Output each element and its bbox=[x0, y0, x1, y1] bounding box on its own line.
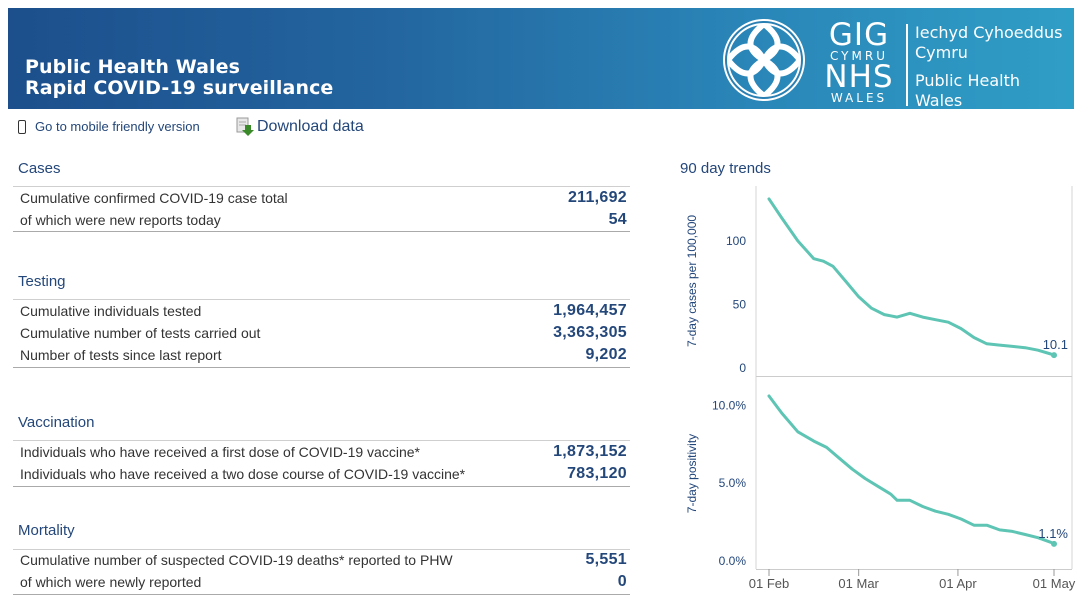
end-value-label: 1.1% bbox=[1038, 526, 1068, 541]
end-value-label: 10.1 bbox=[1043, 337, 1068, 352]
series-line bbox=[767, 197, 1056, 357]
y-tick-label: 0.0% bbox=[719, 554, 747, 568]
stat-label: of which were new reports today bbox=[20, 212, 221, 228]
stat-value: 3,363,305 bbox=[553, 324, 627, 341]
x-tick-label: 01 May bbox=[1033, 576, 1076, 591]
logo-welsh-line2: Cymru bbox=[915, 43, 968, 62]
stat-row-new-cases: of which were new reports today 54 bbox=[20, 211, 630, 233]
stat-value: 5,551 bbox=[585, 551, 627, 568]
download-data-label: Download data bbox=[257, 118, 364, 135]
testing-heading: Testing bbox=[18, 273, 66, 290]
stat-label: of which were newly reported bbox=[20, 574, 202, 590]
stat-row-cumulative-deaths: Cumulative number of suspected COVID-19 … bbox=[20, 551, 630, 573]
mortality-top-rule bbox=[13, 549, 630, 550]
series-line bbox=[767, 394, 1056, 546]
x-tick-label: 01 Feb bbox=[749, 576, 789, 591]
trend-charts-svg: 0 50 100 7-day cases per 100,000 10.1 0.0% 5.0… bbox=[685, 186, 1076, 591]
page-header: Public Health Wales Rapid COVID-19 surve… bbox=[8, 8, 1074, 111]
vaccination-heading: Vaccination bbox=[18, 414, 95, 431]
stat-value: 0 bbox=[617, 573, 627, 590]
logo-divider bbox=[906, 24, 908, 106]
mobile-version-link[interactable]: Go to mobile friendly version bbox=[18, 119, 200, 134]
stat-value: 1,964,457 bbox=[553, 302, 627, 319]
logo-wales-text: WALES bbox=[830, 91, 888, 105]
trend-charts: 0 50 100 7-day cases per 100,000 10.1 0.0% 5.0… bbox=[676, 186, 1076, 607]
y-axis-label: 7-day cases per 100,000 bbox=[685, 215, 699, 347]
mortality-heading: Mortality bbox=[18, 522, 75, 539]
logo-welsh-name: Iechyd Cyhoeddus Cymru bbox=[915, 23, 1062, 63]
y-tick-label: 10.0% bbox=[712, 398, 746, 412]
stat-row-first-dose: Individuals who have received a first do… bbox=[20, 443, 630, 465]
stat-row-new-deaths: of which were newly reported 0 bbox=[20, 573, 630, 595]
stat-row-cumulative-cases: Cumulative confirmed COVID-19 case total… bbox=[20, 189, 630, 211]
stat-value: 1,873,152 bbox=[553, 443, 627, 460]
logo-gig-text: GIG bbox=[828, 17, 890, 53]
mobile-version-label: Go to mobile friendly version bbox=[35, 119, 200, 134]
testing-bottom-rule bbox=[13, 367, 630, 368]
y-tick-label: 5.0% bbox=[719, 476, 747, 490]
x-tick-label: 01 Mar bbox=[838, 576, 879, 591]
logo-english-line2: Wales bbox=[915, 91, 963, 110]
stat-label: Cumulative number of tests carried out bbox=[20, 325, 261, 341]
logo-nhs-text: NHS bbox=[824, 59, 894, 95]
end-point-marker bbox=[1051, 352, 1057, 359]
logo-english-line1: Public Health bbox=[915, 71, 1020, 90]
nhs-wales-logo: GIG CYMRU NHS WALES bbox=[822, 17, 896, 105]
cases-top-rule bbox=[13, 186, 630, 187]
testing-top-rule bbox=[13, 299, 630, 300]
stat-value: 54 bbox=[608, 211, 627, 228]
stat-value: 783,120 bbox=[567, 465, 627, 482]
stat-row-individuals-tested: Cumulative individuals tested 1,964,457 bbox=[20, 302, 630, 324]
logo-welsh-line1: Iechyd Cyhoeddus bbox=[915, 23, 1063, 42]
stat-value: 9,202 bbox=[585, 346, 627, 363]
stat-label: Cumulative individuals tested bbox=[20, 303, 202, 319]
x-tick-label: 01 Apr bbox=[939, 576, 977, 591]
stat-label: Cumulative number of suspected COVID-19 … bbox=[20, 552, 453, 568]
y-tick-label: 100 bbox=[726, 234, 746, 248]
stat-label: Number of tests since last report bbox=[20, 347, 222, 363]
mortality-bottom-rule bbox=[13, 594, 630, 595]
mobile-phone-icon bbox=[18, 119, 26, 134]
stat-label: Individuals who have received a two dose… bbox=[20, 466, 466, 482]
cases-heading: Cases bbox=[18, 160, 61, 177]
stat-row-tests-carried-out: Cumulative number of tests carried out 3… bbox=[20, 324, 630, 346]
cases-bottom-rule bbox=[13, 231, 630, 232]
vaccination-bottom-rule bbox=[13, 486, 630, 487]
y-tick-label: 0 bbox=[739, 361, 746, 375]
stat-row-tests-since-last-report: Number of tests since last report 9,202 bbox=[20, 346, 630, 368]
logo-english-name: Public Health Wales bbox=[915, 71, 1020, 111]
vaccination-top-rule bbox=[13, 440, 630, 441]
page-title: Public Health Wales bbox=[25, 56, 241, 78]
celtic-knot-logo-icon bbox=[723, 19, 805, 101]
download-data-link[interactable]: Download data bbox=[236, 117, 364, 137]
logo-cymru-text: CYMRU bbox=[830, 49, 888, 63]
download-arrow-icon bbox=[236, 117, 254, 136]
end-point-marker bbox=[1051, 540, 1057, 547]
stat-label: Individuals who have received a first do… bbox=[20, 444, 420, 460]
stat-label: Cumulative confirmed COVID-19 case total bbox=[20, 190, 288, 206]
stat-value: 211,692 bbox=[567, 189, 627, 206]
y-axis-label: 7-day positivity bbox=[685, 434, 699, 513]
trends-heading: 90 day trends bbox=[680, 160, 771, 177]
stat-row-two-dose: Individuals who have received a two dose… bbox=[20, 465, 630, 487]
page-subtitle: Rapid COVID-19 surveillance bbox=[25, 77, 334, 99]
y-tick-label: 50 bbox=[733, 297, 747, 311]
